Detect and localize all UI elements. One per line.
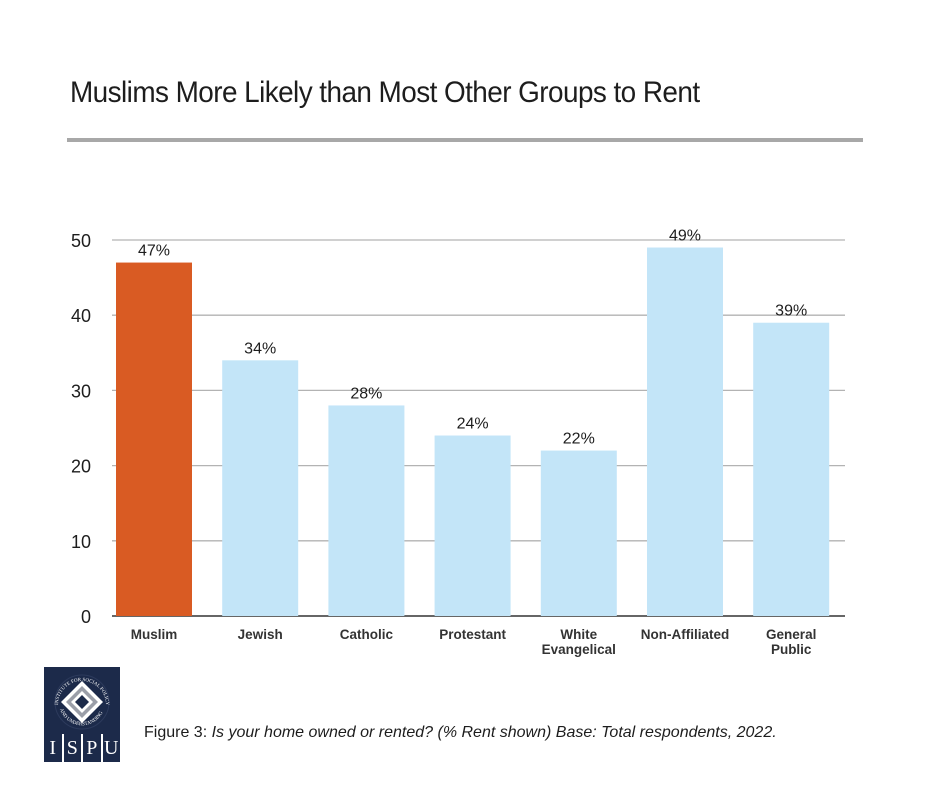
x-tick-label: Muslim [131, 627, 178, 642]
x-axis-ticks: Muslim Jewish Catholic Protestant WhiteEvang… [131, 627, 817, 657]
bar-jewish [222, 360, 299, 616]
data-label: 39% [775, 303, 807, 320]
bar-white-evangelical [540, 450, 617, 616]
bar-non-affiliated [647, 247, 723, 616]
data-label: 49% [669, 228, 701, 245]
logo-letters: I S P U [44, 734, 120, 762]
x-tick-label: White [560, 627, 597, 642]
bar-general-public [753, 322, 830, 616]
data-label: 22% [563, 431, 595, 448]
ispu-logo: INSTITUTE FOR SOCIAL POLICY AND UNDERSTA… [44, 667, 120, 762]
logo-letter: U [100, 734, 121, 762]
caption-text: Is your home owned or rented? (% Rent sh… [211, 724, 777, 741]
logo-letter: P [81, 734, 101, 762]
data-label: 34% [244, 340, 276, 357]
data-labels: 47% 34% 28% 24% 22% 49% 39% [138, 228, 807, 448]
figure-caption: Figure 3: Is your home owned or rented? … [144, 724, 777, 742]
title-divider [67, 138, 863, 142]
data-label: 28% [350, 385, 382, 402]
caption-label: Figure 3: [144, 724, 212, 741]
logo-letter: S [61, 734, 82, 762]
x-tick-label: Evangelical [542, 642, 616, 657]
y-tick-label: 50 [71, 231, 91, 251]
x-tick-label: Non-Affiliated [641, 627, 730, 642]
x-tick-label: Catholic [340, 627, 394, 642]
logo-letter: I [49, 737, 57, 759]
data-label: 47% [138, 243, 170, 260]
bar-protestant [434, 435, 511, 616]
ispu-emblem-icon: INSTITUTE FOR SOCIAL POLICY AND UNDERSTA… [54, 674, 110, 730]
y-tick-label: 40 [71, 306, 91, 326]
bar-muslim [116, 262, 192, 616]
bar-catholic [328, 405, 405, 616]
chart-title: Muslims More Likely than Most Other Grou… [70, 76, 700, 109]
y-tick-label: 0 [81, 607, 91, 627]
y-tick-label: 10 [71, 532, 91, 552]
x-tick-label: Protestant [439, 627, 506, 642]
data-label: 24% [457, 416, 489, 433]
bars [116, 247, 830, 616]
y-tick-label: 30 [71, 381, 91, 401]
x-tick-label: Jewish [238, 627, 283, 642]
bar-chart: 0 10 20 30 40 50 47% 34% 28% 24% 22% 49% 39% Muslim… [71, 228, 845, 657]
x-tick-label: General [766, 627, 816, 642]
y-tick-label: 20 [71, 457, 91, 477]
x-tick-label: Public [771, 642, 812, 657]
y-axis-ticks: 0 10 20 30 40 50 [71, 231, 91, 627]
